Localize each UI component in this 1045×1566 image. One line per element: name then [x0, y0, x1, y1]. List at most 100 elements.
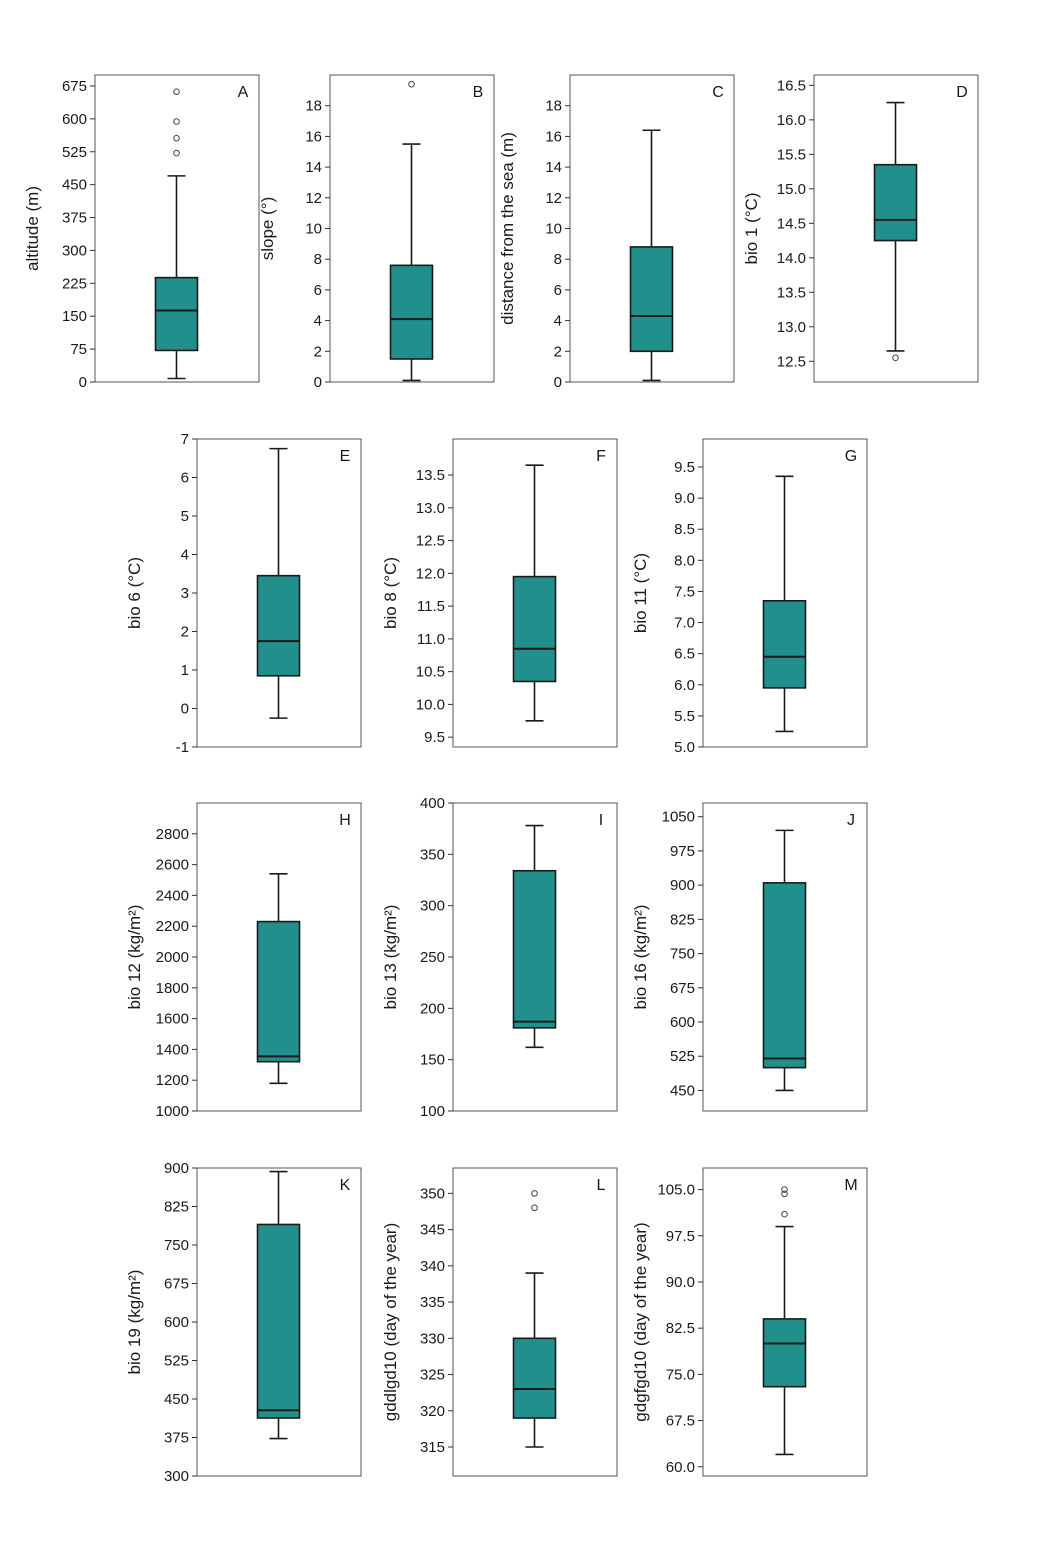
y-tick-label: 2 — [314, 343, 322, 360]
y-tick-label: 345 — [420, 1222, 445, 1239]
y-axis-title: bio 13 (kg/m²) — [381, 905, 400, 1010]
panel-l: 315 320 325 330 335 340 345 350 gddlgd10 (day of… — [381, 1167, 618, 1477]
y-tick-label: 7.5 — [674, 583, 695, 600]
y-tick-label: 525 — [670, 1048, 695, 1065]
plot-frame — [702, 438, 868, 748]
y-tick-label: 675 — [164, 1276, 189, 1293]
y-tick-label: 105.0 — [657, 1182, 695, 1199]
iqr-box — [256, 574, 301, 677]
y-tick-label: 4 — [181, 547, 189, 564]
y-tick-label: 4 — [314, 313, 322, 330]
iqr-box — [762, 882, 807, 1069]
y-axis-title: slope (°) — [258, 197, 277, 260]
y-tick-label: 0 — [181, 701, 189, 718]
y-tick-label: 6.5 — [674, 646, 695, 663]
y-tick-label: 2 — [181, 624, 189, 641]
y-tick-label: 2 — [554, 343, 562, 360]
plot-frame — [702, 802, 868, 1112]
outlier-point — [531, 1190, 538, 1197]
y-tick-label: 1600 — [156, 1011, 189, 1028]
y-tick-label: 8 — [554, 251, 562, 268]
y-tick-label: 150 — [62, 308, 87, 325]
y-tick-label: 6 — [554, 282, 562, 299]
y-tick-label: 0 — [79, 374, 87, 391]
y-tick-label: 0 — [314, 374, 322, 391]
panel-i: 100 150 200 250 300 350 400 bio 13 (kg/m²) I — [381, 795, 618, 1120]
y-tick-label: 1800 — [156, 980, 189, 997]
iqr-box — [762, 1318, 807, 1388]
plot-frame — [702, 1167, 868, 1477]
y-tick-label: 7 — [181, 431, 189, 448]
y-tick-label: 97.5 — [666, 1228, 695, 1245]
plot-frame — [452, 438, 618, 748]
outlier-point — [173, 134, 180, 142]
y-tick-label: 525 — [62, 144, 87, 161]
y-tick-label: 250 — [420, 949, 445, 966]
y-tick-label: 675 — [62, 78, 87, 95]
y-tick-label: 6 — [314, 282, 322, 299]
y-tick-label: 600 — [62, 111, 87, 128]
y-tick-label: 12.5 — [777, 353, 806, 370]
y-tick-label: 2200 — [156, 918, 189, 935]
y-axis-title: gddlgd10 (day of the year) — [381, 1223, 400, 1421]
panel-m: 60.0 67.5 75.0 82.5 90.0 97.5 105.0 gdgfgd10 (d… — [631, 1167, 868, 1477]
y-tick-label: 16.5 — [777, 77, 806, 94]
y-tick-label: 1 — [181, 662, 189, 679]
y-tick-label: 600 — [670, 1014, 695, 1031]
y-tick-label: 12 — [545, 190, 562, 207]
panel-b: 0 2 4 6 8 10 12 14 16 18 slope (°) B — [258, 74, 495, 391]
iqr-box — [512, 869, 557, 1029]
y-tick-label: 75.0 — [666, 1366, 695, 1383]
y-tick-label: 450 — [62, 177, 87, 194]
y-tick-label: 10.5 — [416, 664, 445, 681]
y-tick-label: 3 — [181, 585, 189, 602]
y-tick-label: 16 — [545, 128, 562, 145]
panel-d: 12.5 13.0 13.5 14.0 14.5 15.0 15.5 16.0 16.5 bio … — [742, 74, 979, 383]
y-tick-label: 11.5 — [417, 598, 445, 615]
y-axis-title: distance from the sea (m) — [498, 132, 517, 325]
y-tick-label: 13.5 — [777, 284, 806, 301]
y-tick-label: 825 — [164, 1199, 189, 1216]
panel-letter: H — [339, 812, 351, 829]
y-tick-label: 9.0 — [674, 490, 695, 507]
y-tick-label: 75 — [70, 341, 87, 358]
panel-a: 0 75 150 225 300 375 450 525 600 675 altitude (m) A — [23, 74, 260, 391]
y-tick-label: 8.5 — [674, 521, 695, 538]
panel-letter: D — [956, 84, 968, 101]
y-tick-label: 300 — [62, 242, 87, 259]
y-tick-label: -1 — [176, 739, 189, 756]
y-tick-label: 13.0 — [777, 319, 806, 336]
iqr-box — [629, 246, 674, 353]
y-tick-label: 320 — [420, 1403, 445, 1420]
y-tick-label: 2400 — [156, 887, 189, 904]
panel-letter: E — [340, 448, 351, 465]
y-tick-label: 13.5 — [416, 467, 445, 484]
y-tick-label: 900 — [164, 1160, 189, 1177]
y-tick-label: 315 — [420, 1439, 445, 1456]
panel-letter: G — [845, 448, 857, 465]
iqr-box — [762, 599, 807, 689]
y-tick-label: 14 — [545, 159, 562, 176]
panel-letter: I — [599, 812, 603, 829]
panel-letter: A — [238, 84, 249, 101]
y-tick-label: 350 — [420, 1185, 445, 1202]
y-tick-label: 10 — [305, 221, 322, 238]
y-tick-label: 67.5 — [666, 1413, 695, 1430]
y-axis-title: bio 16 (kg/m²) — [631, 905, 650, 1010]
outlier-point — [173, 149, 180, 157]
panel-f: 9.5 10.0 10.5 11.0 11.5 12.0 12.5 13.0 13.5 bio 8… — [381, 438, 618, 748]
y-axis-title: bio 19 (kg/m²) — [125, 1270, 144, 1375]
y-tick-label: 600 — [164, 1314, 189, 1331]
y-axis-title: altitude (m) — [23, 186, 42, 271]
plot-frame — [813, 74, 979, 383]
y-tick-label: 12.0 — [416, 565, 445, 582]
panel-j: 450 525 600 675 750 825 900 975 1050 bio 16 (kg/m… — [631, 802, 868, 1112]
panel-c: 0 2 4 6 8 10 12 14 16 18 distance from the sea (m)… — [498, 74, 735, 391]
outlier-point — [531, 1204, 538, 1212]
y-tick-label: 5.5 — [674, 708, 695, 725]
y-axis-title: bio 6 (°C) — [125, 557, 144, 629]
y-tick-label: 900 — [670, 877, 695, 894]
y-tick-label: 375 — [62, 210, 87, 227]
y-tick-label: 325 — [420, 1367, 445, 1384]
y-tick-label: 4 — [554, 313, 562, 330]
